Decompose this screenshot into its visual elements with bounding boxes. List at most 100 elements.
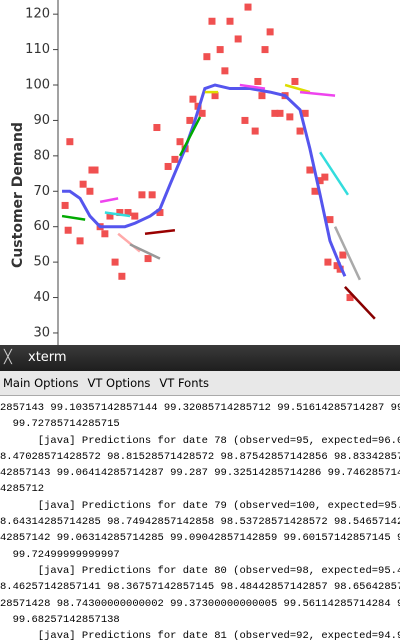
data-point [271, 109, 279, 117]
data-point [301, 109, 309, 117]
menu-item[interactable]: VT Options [87, 376, 151, 390]
data-point [66, 138, 74, 146]
y-axis-label: Customer Demand [10, 122, 26, 268]
data-point [291, 77, 299, 85]
output-line: [java] Predictions for date 79 (observed… [0, 499, 400, 512]
output-line: [java] Predictions for date 81 (observed… [0, 630, 400, 643]
data-point [176, 138, 184, 146]
data-point [296, 127, 304, 135]
output-line: [java] Predictions for date 78 (observed… [0, 434, 400, 447]
output-line: 99.72785714285715 [0, 418, 120, 431]
data-point [234, 35, 242, 43]
data-point [216, 46, 224, 54]
output-line: 8.46257142857141 98.36757142857145 98.48… [0, 581, 400, 594]
data-point [339, 251, 347, 259]
prediction-line [333, 226, 362, 281]
prediction-line [299, 90, 336, 97]
data-point [153, 124, 161, 132]
data-point [286, 113, 294, 121]
output-line: 8.64314285714285 98.74942857142858 98.53… [0, 516, 400, 529]
data-point [311, 187, 319, 195]
data-point [198, 109, 206, 117]
y-tick-label: 30 [33, 325, 50, 340]
output-line: 42857142 99.06314285714285 99.0904285714… [0, 532, 400, 545]
data-point [208, 17, 216, 25]
data-point [79, 180, 87, 188]
data-point [254, 77, 262, 85]
data-point [86, 187, 94, 195]
menu-item[interactable]: Main Options [3, 376, 79, 390]
data-point [124, 209, 132, 217]
data-point [251, 127, 259, 135]
chart: Customer Demand 30 40 50 60 70 80 90 100 110 120 [0, 0, 400, 345]
data-point [261, 46, 269, 54]
data-point [324, 258, 332, 266]
data-point [91, 166, 99, 174]
y-tick-label: 80 [33, 148, 50, 163]
data-point [164, 162, 172, 170]
xterm-window: ╳ xterm Main Options VT Options VT Fonts 28… [0, 345, 400, 642]
prediction-line [62, 83, 347, 277]
y-tick-label: 100 [25, 78, 50, 93]
chart-background [0, 0, 400, 345]
y-tick-label: 120 [25, 7, 50, 22]
y-tick-label: 60 [33, 219, 50, 234]
data-point [118, 272, 126, 280]
prediction-line [344, 286, 376, 320]
prediction-line [129, 243, 161, 260]
data-point [203, 53, 211, 61]
data-point [346, 294, 354, 302]
data-point [226, 17, 234, 25]
menu-item[interactable]: VT Fonts [159, 376, 209, 390]
prediction-line [239, 83, 266, 90]
data-point [116, 209, 124, 217]
data-point [111, 258, 119, 266]
y-tick-label: 40 [33, 290, 50, 305]
data-point [211, 92, 219, 100]
terminal-output: 2857143 99.10357142857144 99.32085714285… [0, 396, 400, 644]
data-point [221, 67, 229, 75]
data-point [156, 209, 164, 217]
data-point [148, 191, 156, 199]
output-line: 8.47028571428572 98.81528571428572 98.87… [0, 450, 400, 463]
output-line: 42857143 99.06414285714287 99.287 99.325… [0, 467, 400, 480]
prediction-line [104, 211, 131, 218]
prediction-line [178, 116, 202, 157]
data-point [258, 92, 266, 100]
data-point [64, 226, 72, 234]
data-point [171, 155, 179, 163]
data-point [326, 216, 334, 224]
window-title: xterm [28, 350, 67, 365]
prediction-line [284, 83, 311, 94]
data-point [306, 166, 314, 174]
data-point [333, 262, 341, 270]
output-line: 2857143 99.10357142857144 99.32085714285… [0, 402, 400, 414]
y-tick-label: 50 [33, 255, 50, 270]
data-point [316, 177, 324, 185]
data-point [241, 116, 249, 124]
data-point [321, 173, 329, 181]
data-point [138, 191, 146, 199]
data-point [276, 109, 284, 117]
prediction-line [319, 151, 350, 196]
output-line: 99.72499999999997 [0, 548, 120, 561]
prediction-line [99, 197, 119, 204]
data-point [266, 28, 274, 36]
data-point [131, 212, 139, 220]
output-line: 4285712 [0, 483, 45, 496]
output-line: 28571428 98.74300000000002 99.3730000000… [0, 597, 400, 610]
data-point [244, 3, 252, 11]
window-icon: ╳ [4, 350, 12, 365]
y-tick-label: 90 [33, 113, 50, 128]
title-bar: ╳ xterm [0, 345, 400, 371]
data-point [189, 95, 197, 103]
data-point [186, 116, 194, 124]
y-tick-label: 110 [25, 42, 50, 57]
prediction-line [144, 228, 176, 236]
prediction-line [61, 214, 86, 221]
output-line: 99.68257142857138 [0, 613, 120, 626]
data-point [76, 237, 84, 245]
y-tick-label: 70 [33, 184, 50, 199]
data-point [101, 230, 109, 238]
